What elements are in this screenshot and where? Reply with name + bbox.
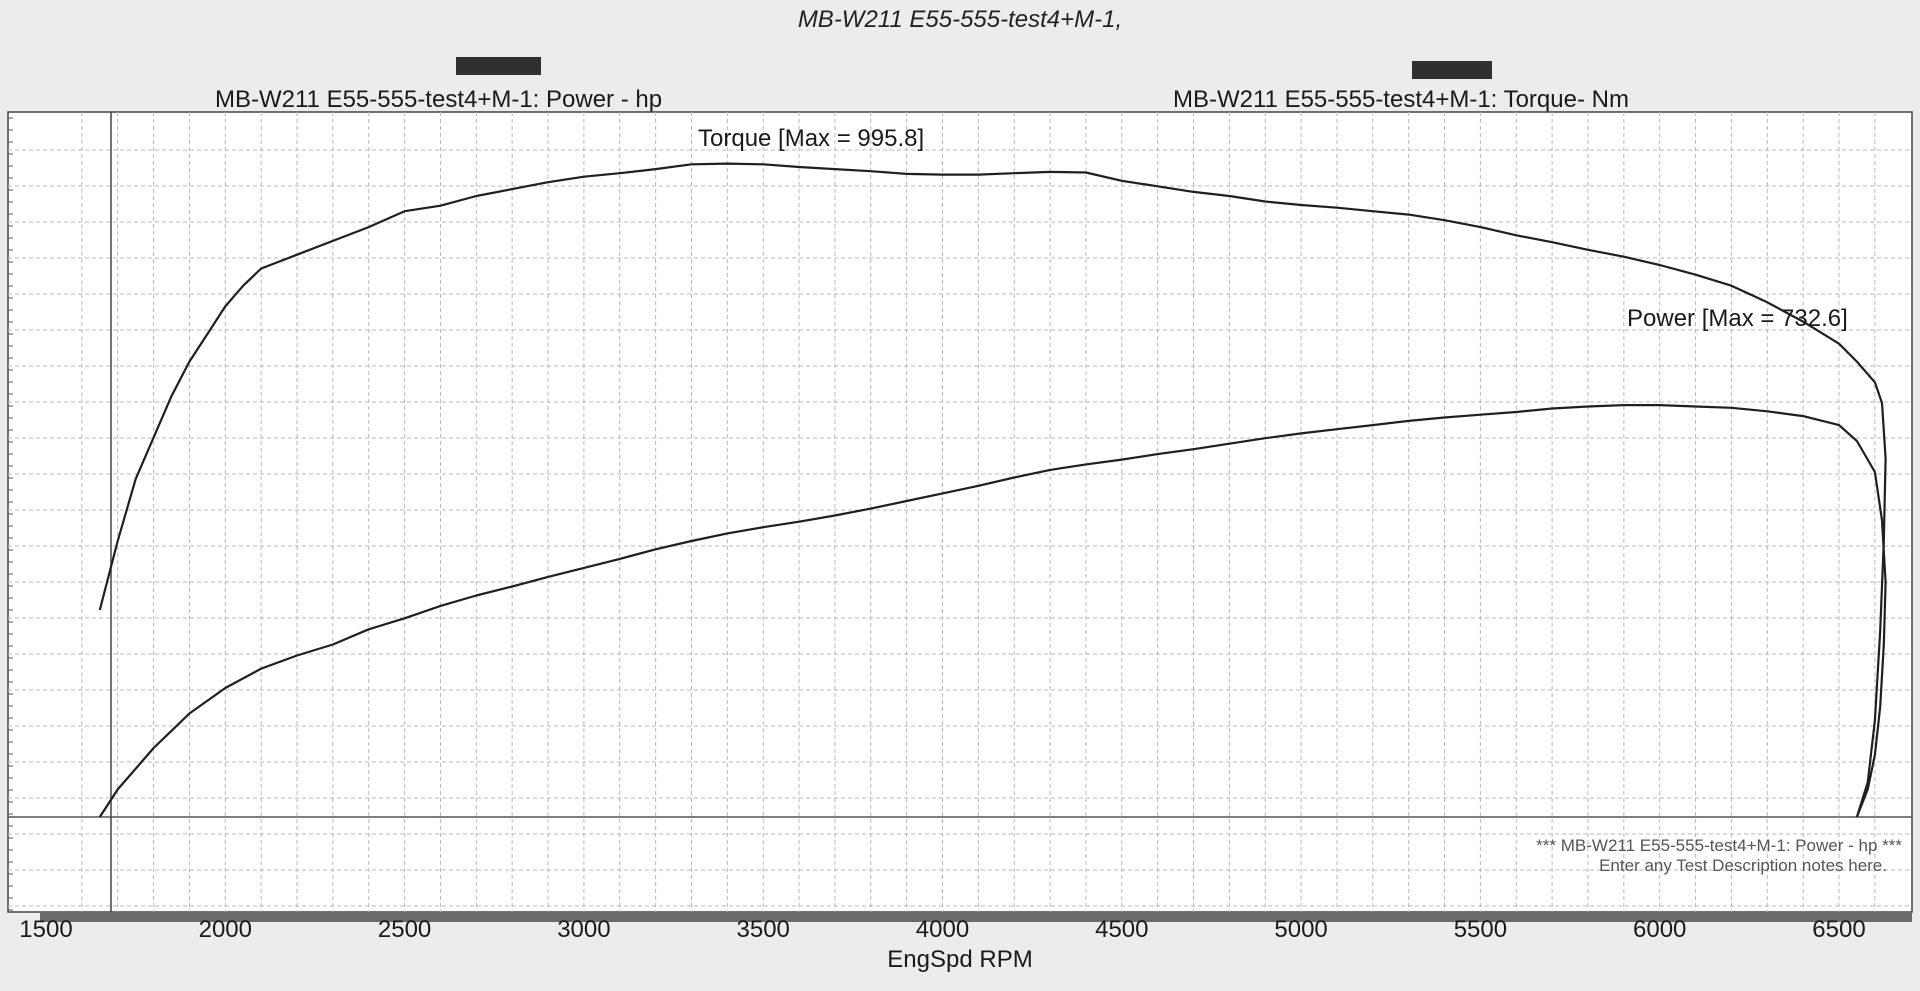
x-tick-labels: 1500 2000 2500 3000 3500 4000 4500 5000 5500 6000… bbox=[19, 916, 1865, 943]
legend-swatch-power bbox=[456, 57, 541, 75]
torque-max-annotation: Torque [Max = 995.8] bbox=[698, 125, 924, 152]
x-axis-label: EngSpd RPM bbox=[887, 946, 1033, 973]
x-tick-label-6500: 6500 bbox=[1812, 916, 1865, 943]
footer-line-1: *** MB-W211 E55-555-test4+M-1: Power - h… bbox=[1536, 836, 1902, 855]
x-tick-label-1500: 1500 bbox=[19, 916, 72, 943]
x-tick-label-3000: 3000 bbox=[557, 916, 610, 943]
x-tick-label-5000: 5000 bbox=[1274, 916, 1327, 943]
series-line-torque bbox=[98, 162, 1887, 818]
x-tick-label-2000: 2000 bbox=[199, 916, 252, 943]
grid bbox=[8, 112, 1912, 912]
legend-label-torque: MB-W211 E55-555-test4+M-1: Torque- Nm bbox=[1173, 86, 1629, 113]
left-axis-ticks bbox=[8, 117, 13, 911]
x-tick-label-3500: 3500 bbox=[737, 916, 790, 943]
x-tick-label-4500: 4500 bbox=[1095, 916, 1148, 943]
legend-label-power: MB-W211 E55-555-test4+M-1: Power - hp bbox=[215, 86, 663, 113]
x-tick-label-6000: 6000 bbox=[1633, 916, 1686, 943]
x-tick-label-2500: 2500 bbox=[378, 916, 431, 943]
legend-swatch-torque bbox=[1412, 61, 1492, 79]
axis-bar bbox=[40, 912, 1912, 922]
page-title: MB-W211 E55-555-test4+M-1, bbox=[797, 6, 1123, 33]
series-line-power bbox=[98, 404, 1887, 818]
plot-area bbox=[7, 111, 1913, 913]
series-group bbox=[98, 162, 1887, 818]
footer-line-2: Enter any Test Description notes here. bbox=[1599, 856, 1887, 875]
x-tick-label-4000: 4000 bbox=[916, 916, 969, 943]
power-max-annotation: Power [Max = 732.6] bbox=[1627, 305, 1848, 332]
x-tick-label-5500: 5500 bbox=[1454, 916, 1507, 943]
